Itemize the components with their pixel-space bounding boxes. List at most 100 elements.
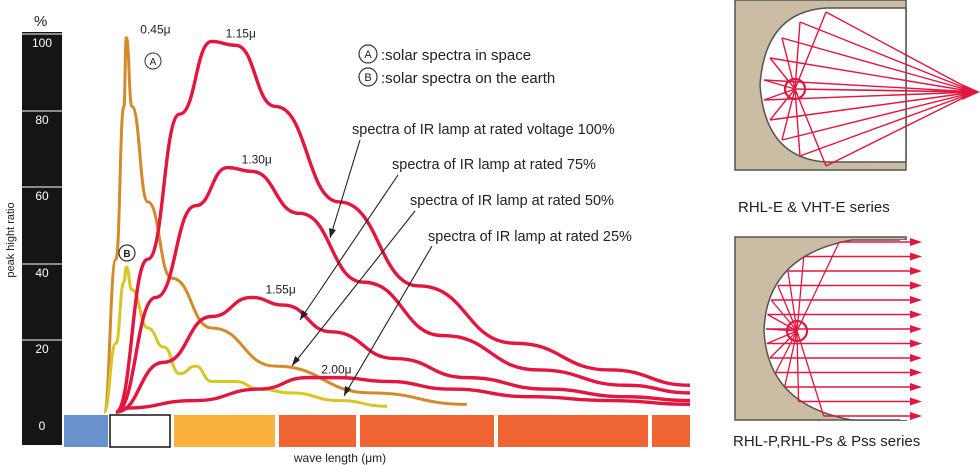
- legend-marker-a-circle: [358, 44, 378, 64]
- ray: [763, 79, 796, 90]
- ray-arrowhead: [910, 252, 922, 261]
- y-tick-label: 40: [35, 266, 49, 280]
- series-label-100: spectra of IR lamp at rated voltage 100%: [352, 122, 615, 138]
- ray: [769, 330, 798, 359]
- lamp-filament-1: [783, 77, 807, 101]
- y-tick-label: 20: [35, 342, 49, 356]
- ray-arrowhead: [910, 238, 922, 246]
- legend-entry-b: :solar spectra on the earth: [381, 70, 555, 87]
- ray: [769, 57, 976, 93]
- ray: [799, 21, 976, 93]
- ray: [825, 11, 976, 93]
- ray: [796, 330, 825, 417]
- peak-label: 1.55μ: [265, 282, 295, 296]
- series-label-75: spectra of IR lamp at rated 75%: [392, 157, 596, 173]
- arrow-25: [343, 245, 433, 397]
- ray: [777, 285, 798, 332]
- ray: [799, 91, 976, 157]
- legend-marker-b: B: [364, 72, 371, 84]
- ray: [781, 37, 796, 90]
- plot-area: [102, 36, 691, 414]
- ray-arrowhead: [910, 383, 922, 391]
- y-tick-label: 100: [32, 36, 52, 50]
- wavelength-band: [652, 415, 690, 447]
- series-line: [115, 39, 691, 414]
- ray: [769, 88, 796, 121]
- series-annotations: spectra of IR lamp at rated voltage 100%…: [291, 122, 632, 397]
- ray: [763, 88, 796, 101]
- lamp-filament-2: [785, 319, 809, 343]
- diagram-focused: RHL-E & VHT-E series: [734, 0, 980, 216]
- y-tick-label: 60: [35, 189, 49, 203]
- ray: [781, 37, 976, 93]
- peak-label: 2.00μ: [321, 363, 351, 377]
- legend-entry-a: :solar spectra in space: [381, 47, 531, 64]
- wavelength-band: [279, 415, 356, 447]
- arrow-100-head: [329, 228, 336, 238]
- ray: [769, 57, 796, 90]
- ray-arrowhead: [910, 310, 922, 319]
- wavelength-band: [174, 415, 275, 447]
- series-line: [102, 36, 467, 414]
- curve-b-marker: B: [123, 249, 130, 260]
- series-line: [115, 295, 691, 414]
- peak-label: 1.15μ: [226, 26, 256, 40]
- ray-arrowhead: [910, 267, 922, 275]
- wavelength-bands: [64, 414, 690, 448]
- ray: [770, 299, 798, 332]
- series-label-50: spectra of IR lamp at rated 50%: [410, 193, 614, 209]
- ray: [794, 88, 827, 167]
- ray-arrowhead: [910, 354, 922, 362]
- y-tick-label: 0: [39, 419, 46, 433]
- ray: [767, 313, 798, 332]
- wavelength-band: [360, 415, 494, 447]
- arrow-75: [299, 174, 399, 321]
- y-unit-label: %: [34, 13, 47, 30]
- ray-arrowhead: [910, 368, 922, 377]
- series-line: [115, 165, 691, 414]
- series-label-25: spectra of IR lamp at rated 25%: [428, 229, 632, 245]
- series-line: [102, 265, 388, 414]
- ray: [825, 91, 976, 167]
- curve-b-marker-circle: [118, 244, 136, 262]
- ray: [794, 21, 801, 90]
- ray-arrowhead: [910, 281, 922, 290]
- reflector-cavity-1: [759, 7, 907, 163]
- peak-label: 1.30μ: [242, 153, 272, 167]
- ray-arrowhead: [910, 397, 922, 406]
- y-axis-label: peak hight ratio: [5, 202, 17, 277]
- diagram-caption-1: RHL-E & VHT-E series: [738, 199, 890, 216]
- ray: [794, 88, 801, 157]
- diagram-caption-2: RHL-P,RHL-Ps & Pss series: [733, 433, 920, 450]
- legend-marker-b-circle: [358, 67, 378, 87]
- ray-arrowhead: [910, 296, 922, 304]
- series-line: [123, 375, 691, 410]
- ray: [794, 11, 827, 90]
- diagram-parallel: RHL-P,RHL-Ps & Pss series: [733, 236, 922, 450]
- wavelength-band: [64, 415, 108, 447]
- ray-bundle-focused: [763, 11, 980, 167]
- ray: [794, 88, 976, 93]
- ray: [763, 79, 976, 93]
- y-tick-label: 80: [35, 113, 49, 127]
- ray: [775, 330, 798, 373]
- legend-marker-a: A: [364, 49, 372, 61]
- focus-arrowhead: [962, 84, 980, 100]
- ray-arrowhead: [910, 412, 922, 420]
- wavelength-band: [498, 415, 648, 447]
- peak-labels: 0.45μ 1.15μ 1.30μ 1.55μ 2.00μ: [140, 23, 351, 377]
- arrow-25-head: [344, 386, 351, 396]
- ray-arrowhead: [910, 339, 922, 348]
- legend: A :solar spectra in space B :solar spect…: [358, 44, 555, 87]
- arrow-75-head: [300, 310, 308, 320]
- x-axis-label: wave length (μm): [293, 451, 386, 465]
- y-ticks: 0 20 40 60 80 100: [22, 33, 62, 433]
- ray: [769, 91, 976, 121]
- arrow-50: [291, 210, 416, 367]
- ray: [781, 91, 976, 141]
- ray: [796, 256, 805, 332]
- ray-bundle-parallel: [765, 238, 922, 420]
- ray: [766, 330, 798, 345]
- ray: [796, 330, 800, 402]
